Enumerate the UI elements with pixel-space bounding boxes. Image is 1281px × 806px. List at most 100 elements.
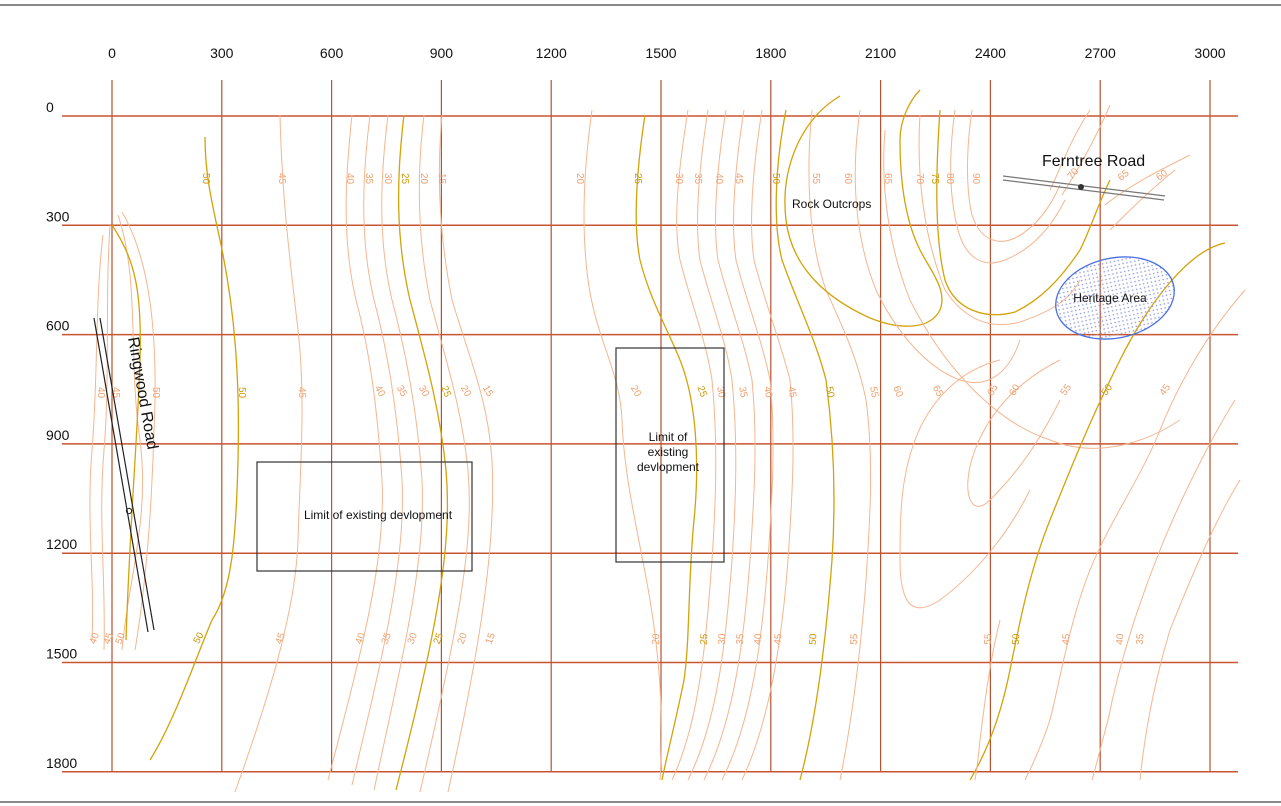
contour-label: 25 [694, 385, 708, 400]
y-tick-label: 1500 [46, 646, 77, 662]
contour-label: 35 [363, 173, 374, 185]
contour-label: 55 [810, 173, 821, 185]
contour-label: 20 [456, 631, 470, 646]
contour-label: 45 [276, 173, 287, 185]
contour-line [327, 114, 383, 781]
contour-line [373, 114, 423, 791]
contour-label: 30 [673, 173, 684, 185]
y-tick-label: 300 [46, 208, 70, 224]
contour-line [808, 109, 872, 781]
road-marker [125, 507, 133, 515]
contour-label: 50 [150, 387, 161, 399]
contour-label: 65 [1116, 168, 1132, 184]
ferntree-road-line [1002, 179, 1165, 201]
contour-line [703, 109, 756, 781]
x-tick-label: 900 [430, 45, 454, 61]
contour-label: 50 [192, 630, 207, 646]
contour-label: 45 [274, 631, 288, 646]
contour-label: 25 [432, 631, 446, 646]
contour-label: 30 [717, 633, 729, 645]
contour-label: 40 [761, 386, 774, 399]
contour-label: 50 [1011, 633, 1023, 645]
contour-label: 35 [735, 633, 747, 645]
contour-line [1104, 154, 1191, 206]
development-limit-label: devlopment [637, 460, 700, 474]
contour-line [438, 114, 494, 793]
contour-line [918, 114, 1081, 326]
contour-label: 40 [88, 631, 102, 646]
rock-outcrops-label: Rock Outcrops [792, 197, 871, 211]
rock-outcrops-contour [784, 89, 943, 327]
contour-line [121, 211, 156, 651]
contour-line [721, 109, 774, 781]
ringwood-road-line [93, 317, 149, 633]
contour-line [635, 114, 698, 781]
contour-label: 50 [236, 387, 247, 399]
grid-lines [62, 80, 1238, 773]
contour-label: 60 [1008, 382, 1023, 398]
contour-line [671, 109, 717, 781]
contour-line [583, 109, 663, 781]
x-tick-label: 1500 [645, 45, 676, 61]
x-tick-label: 2400 [975, 45, 1006, 61]
heritage-area-ellipse [1055, 256, 1175, 340]
contour-line [1091, 399, 1236, 781]
contour-label: 45 [1158, 382, 1174, 398]
contour-label: 60 [842, 173, 853, 185]
y-tick-label: 1200 [46, 536, 77, 552]
contour-label: 55 [1059, 382, 1075, 398]
contour-label: 65 [930, 384, 945, 400]
contour-label: 40 [344, 173, 355, 185]
contour-label: 45 [773, 633, 785, 645]
ferntree-road-label: Ferntree Road [1042, 153, 1145, 170]
contour-label: 20 [458, 384, 473, 400]
development-limit-box [615, 347, 725, 563]
contour-label: 30 [714, 386, 727, 399]
contour-label: 35 [380, 631, 394, 646]
contour-label: 65 [986, 382, 1001, 398]
contour-line [936, 109, 1111, 316]
contour-line [687, 109, 737, 781]
contour-line [854, 109, 1021, 384]
contour-label: 40 [95, 387, 106, 399]
contour-label: 30 [406, 631, 420, 646]
x-tick-label: 300 [210, 45, 234, 61]
contour-label: 45 [102, 631, 116, 646]
contour-label: 20 [651, 633, 663, 645]
contour-line [1024, 289, 1246, 781]
x-tick-label: 0 [108, 45, 116, 61]
contour-line [234, 114, 303, 793]
contour-line [89, 234, 104, 641]
road-marker [1078, 184, 1084, 190]
contour-label: 40 [1115, 633, 1127, 645]
contour-label: 40 [753, 633, 765, 645]
development-limit-label: existing [648, 445, 689, 459]
contour-label: 15 [484, 631, 498, 646]
contour-line [741, 109, 794, 781]
contour-label: 20 [574, 173, 585, 185]
contour-label: 30 [382, 173, 393, 185]
y-axis-labels: 0 300 600 900 1200 1500 1800 [46, 99, 77, 771]
ferntree-road: Ferntree Road [1002, 153, 1166, 201]
contour-label: 35 [394, 384, 409, 400]
contour-line [775, 109, 835, 781]
x-tick-label: 600 [320, 45, 344, 61]
contour-line [351, 114, 403, 786]
contour-label: 15 [480, 384, 495, 400]
contour-label: 50 [808, 633, 820, 645]
contour-label: 35 [736, 386, 749, 399]
contour-line [1109, 169, 1176, 231]
contour-label: 25 [399, 173, 410, 185]
contour-label: 30 [416, 384, 431, 400]
development-limit-left: Limit of existing devlopment [256, 461, 473, 572]
contour-label: 50 [1100, 382, 1116, 398]
y-tick-label: 600 [46, 318, 70, 334]
x-tick-label: 3000 [1194, 45, 1225, 61]
contour-label: 75 [929, 173, 940, 185]
x-tick-label: 1800 [755, 45, 786, 61]
contour-label: 80 [944, 173, 955, 185]
contour-label: 55 [983, 633, 995, 645]
y-tick-label: 1800 [46, 755, 77, 771]
contour-label: 50 [200, 173, 211, 185]
contour-line [899, 359, 1031, 609]
